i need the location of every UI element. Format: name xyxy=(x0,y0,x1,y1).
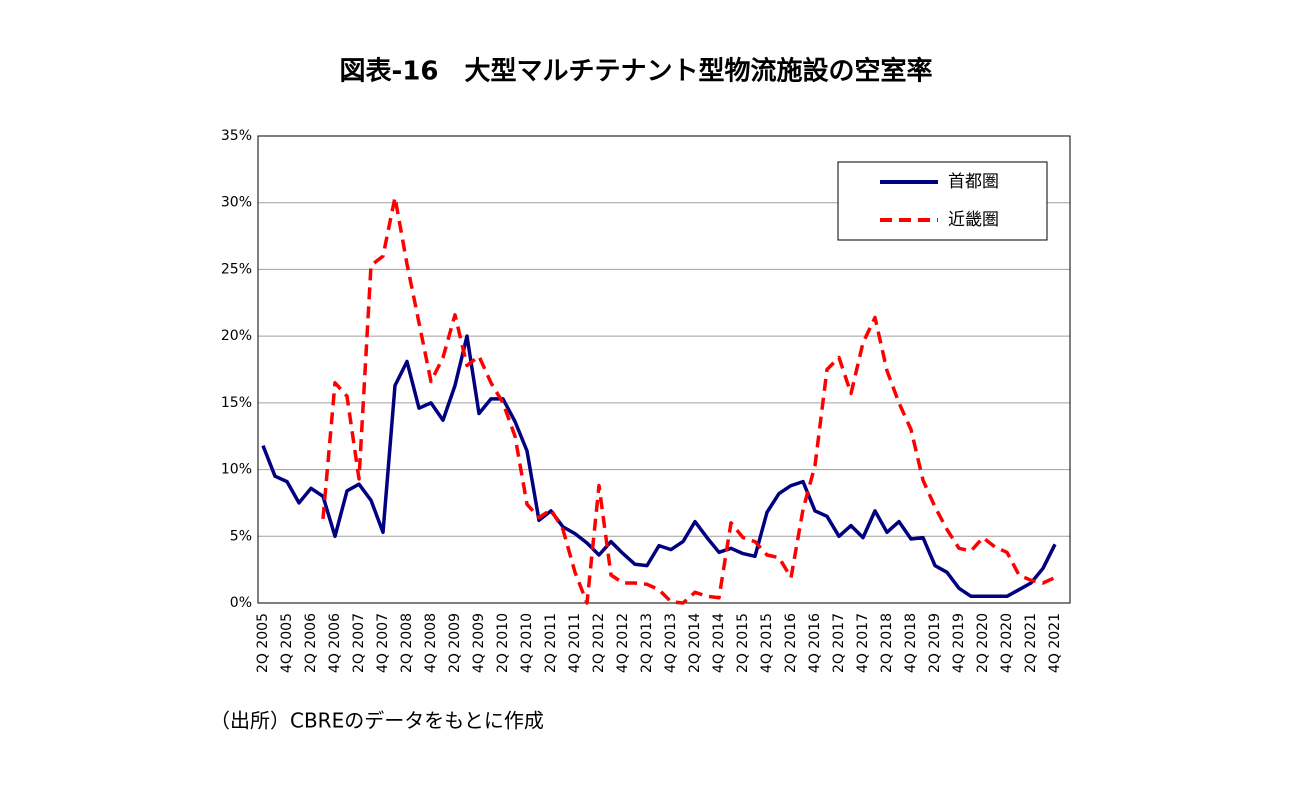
y-tick-label: 35% xyxy=(221,128,252,144)
x-tick-label: 2Q 2021 xyxy=(1023,613,1039,673)
x-tick-label: 2Q 2007 xyxy=(351,613,367,673)
x-tick-label: 2Q 2011 xyxy=(543,613,559,673)
series-line xyxy=(261,334,1057,599)
x-tick-label: 4Q 2014 xyxy=(711,613,727,673)
x-tick-label: 4Q 2015 xyxy=(759,613,775,673)
chart-title: 図表-16 大型マルチテナント型物流施設の空室率 xyxy=(340,56,933,87)
x-tick-label: 2Q 2005 xyxy=(255,613,271,673)
y-tick-label: 30% xyxy=(221,195,252,211)
x-tick-label: 4Q 2010 xyxy=(519,613,535,673)
y-tick-label: 5% xyxy=(230,528,252,544)
x-tick-label: 2Q 2015 xyxy=(735,613,751,673)
x-tick-label: 2Q 2013 xyxy=(639,613,655,673)
x-tick-label: 4Q 2006 xyxy=(327,613,343,673)
series-line xyxy=(321,195,1056,605)
x-tick-label: 4Q 2021 xyxy=(1047,613,1063,673)
legend-label: 首都圏 xyxy=(948,172,999,192)
x-tick-label: 2Q 2017 xyxy=(831,613,847,673)
plot-frame xyxy=(257,135,1071,604)
x-tick-label: 4Q 2017 xyxy=(855,613,871,673)
y-tick-label: 15% xyxy=(221,395,252,411)
x-tick-label: 2Q 2016 xyxy=(783,613,799,673)
y-tick-label: 25% xyxy=(221,261,252,277)
x-tick-label: 4Q 2009 xyxy=(471,613,487,673)
x-tick-label: 4Q 2005 xyxy=(279,613,295,673)
x-tick-label: 2Q 2014 xyxy=(687,613,703,673)
x-tick-label: 4Q 2011 xyxy=(567,613,583,673)
x-tick-label: 2Q 2006 xyxy=(303,613,319,673)
x-tick-label: 4Q 2019 xyxy=(951,613,967,673)
x-tick-label: 4Q 2016 xyxy=(807,613,823,673)
x-tick-label: 4Q 2020 xyxy=(999,613,1015,673)
x-tick-label: 2Q 2020 xyxy=(975,613,991,673)
x-tick-label: 4Q 2013 xyxy=(663,613,679,673)
x-tick-label: 2Q 2008 xyxy=(399,613,415,673)
x-tick-label: 2Q 2012 xyxy=(591,613,607,673)
y-tick-label: 20% xyxy=(221,328,252,344)
x-tick-label: 2Q 2009 xyxy=(447,613,463,673)
x-tick-label: 4Q 2007 xyxy=(375,613,391,673)
x-tick-label: 4Q 2018 xyxy=(903,613,919,673)
legend-label: 近畿圏 xyxy=(948,210,999,230)
x-tick-label: 4Q 2008 xyxy=(423,613,439,673)
x-tick-label: 2Q 2018 xyxy=(879,613,895,673)
y-tick-label: 10% xyxy=(221,462,252,478)
y-tick-label: 0% xyxy=(230,595,252,611)
x-tick-label: 2Q 2010 xyxy=(495,613,511,673)
legend-box xyxy=(837,161,1048,241)
x-tick-label: 2Q 2019 xyxy=(927,613,943,673)
source-note: （出所）CBREのデータをもとに作成 xyxy=(210,709,544,733)
x-tick-label: 4Q 2012 xyxy=(615,613,631,673)
